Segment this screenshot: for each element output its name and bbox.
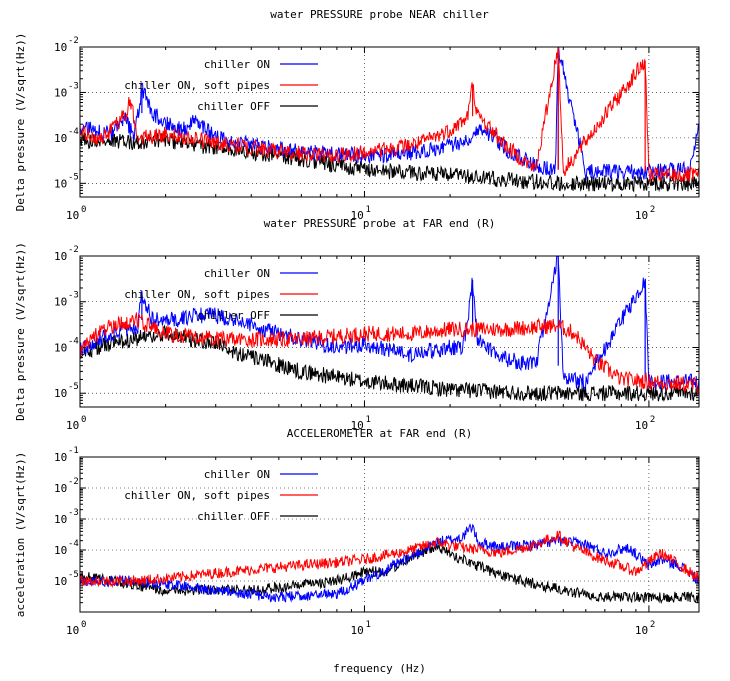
legend-label: chiller ON, soft pipes <box>124 288 270 301</box>
x-tick-label-exponent: 2 <box>650 620 655 630</box>
x-tick-label-exponent: 0 <box>81 620 86 630</box>
y-tick-label-exponent: -4 <box>68 127 79 137</box>
y-tick-label: 10 <box>54 482 67 495</box>
y-tick-label-exponent: -1 <box>68 446 79 456</box>
chart-title: water PRESSURE probe at FAR end (R) <box>264 217 496 230</box>
x-tick-label-exponent: 0 <box>81 205 86 215</box>
legend-label: chiller ON <box>204 267 270 280</box>
y-tick-label: 10 <box>54 41 67 54</box>
legend-label: chiller ON <box>204 58 270 71</box>
legend-label: chiller ON, soft pipes <box>124 79 270 92</box>
chart-title: ACCELEROMETER at FAR end (R) <box>287 427 472 440</box>
chart-title: water PRESSURE probe NEAR chiller <box>270 8 489 21</box>
series-line-chiller-off <box>79 542 700 605</box>
y-tick-label-exponent: -3 <box>68 291 79 301</box>
y-tick-label: 10 <box>54 575 67 588</box>
x-tick-label-exponent: 2 <box>650 415 655 425</box>
legend-label: chiller ON <box>204 468 270 481</box>
y-tick-label-exponent: -4 <box>68 336 79 346</box>
y-tick-label: 10 <box>54 513 67 526</box>
x-tick-label: 10 <box>66 624 79 637</box>
series-line-chiller-on <box>79 255 700 391</box>
legend-label: chiller OFF <box>197 100 270 113</box>
y-tick-label-exponent: -4 <box>68 539 79 549</box>
legend-label: chiller OFF <box>197 309 270 322</box>
y-tick-label: 10 <box>54 132 67 145</box>
x-tick-label: 10 <box>350 209 363 222</box>
x-axis-label: frequency (Hz) <box>333 662 426 675</box>
y-axis-label: acceleration (V/sqrt(Hz)) <box>14 452 27 618</box>
x-tick-label: 10 <box>635 209 648 222</box>
y-tick-label: 10 <box>54 250 67 263</box>
series-line-chiller-on <box>79 46 700 180</box>
y-tick-label: 10 <box>54 177 67 190</box>
y-tick-label-exponent: -5 <box>68 172 79 182</box>
chart-panel-2: water PRESSURE probe at FAR end (R)10 -51… <box>14 217 700 432</box>
plot-border <box>79 456 700 613</box>
x-tick-label-exponent: 1 <box>365 620 370 630</box>
x-tick-label-exponent: 2 <box>650 205 655 215</box>
y-axis-label: Delta pressure (V/sqrt(Hz)) <box>14 33 27 212</box>
series-line-chiller-on <box>79 523 700 603</box>
series-line-chiller-on-soft-pipes <box>79 46 700 183</box>
y-tick-label-exponent: -2 <box>68 245 79 255</box>
x-tick-label: 10 <box>66 419 79 432</box>
x-tick-label-exponent: 0 <box>81 415 86 425</box>
y-tick-label-exponent: -3 <box>68 81 79 91</box>
y-axis-label: Delta pressure (V/sqrt(Hz)) <box>14 242 27 421</box>
legend-label: chiller ON, soft pipes <box>124 489 270 502</box>
chart-panel-3: ACCELEROMETER at FAR end (R)10-510-410-3… <box>14 427 700 675</box>
y-tick-label: 10 <box>54 296 67 309</box>
y-tick-label: 10 <box>54 544 67 557</box>
plot-border <box>79 46 700 198</box>
y-tick-label: 10 <box>54 387 67 400</box>
plot-border <box>79 255 700 408</box>
legend-label: chiller OFF <box>197 510 270 523</box>
y-tick-label: 10 <box>54 451 67 464</box>
x-tick-label-exponent: 1 <box>365 415 370 425</box>
series-line-chiller-off <box>79 324 700 402</box>
y-tick-label-exponent: -2 <box>68 477 79 487</box>
x-tick-label: 10 <box>350 419 363 432</box>
y-tick-label: 10 <box>54 86 67 99</box>
x-tick-label: 10 <box>66 209 79 222</box>
series-line-chiller-on-soft-pipes <box>79 312 700 394</box>
series-line-chiller-off <box>79 131 700 193</box>
y-tick-label-exponent: -3 <box>68 508 79 518</box>
x-tick-label-exponent: 1 <box>365 205 370 215</box>
series-line-chiller-on-soft-pipes <box>79 530 700 589</box>
x-tick-label: 10 <box>350 624 363 637</box>
x-tick-label: 10 <box>635 624 648 637</box>
x-tick-label: 10 <box>635 419 648 432</box>
y-tick-label-exponent: -5 <box>68 570 79 580</box>
y-tick-label-exponent: -2 <box>68 36 79 46</box>
y-tick-label-exponent: -5 <box>68 382 79 392</box>
y-tick-label: 10 <box>54 341 67 354</box>
